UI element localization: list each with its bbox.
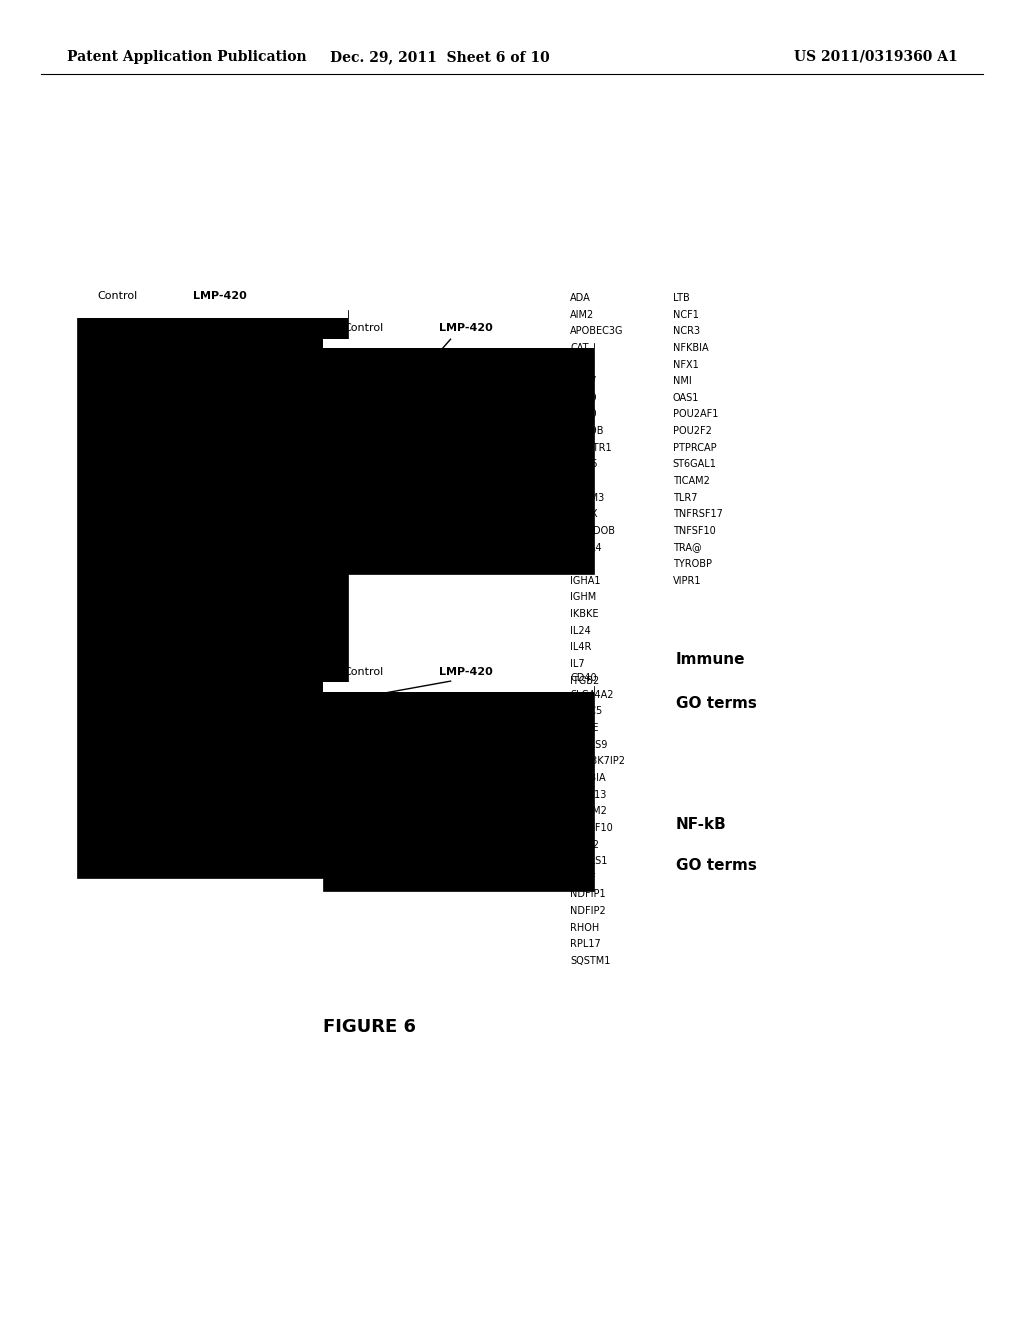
Text: FIGURE 6: FIGURE 6 <box>323 1018 416 1036</box>
Text: NDFIP2: NDFIP2 <box>570 906 606 916</box>
Text: HHEX: HHEX <box>570 510 598 519</box>
Text: CXXC5: CXXC5 <box>570 706 602 717</box>
Text: AIM2: AIM2 <box>570 310 595 319</box>
Text: TNFSF10: TNFSF10 <box>673 525 716 536</box>
Text: NCR3: NCR3 <box>673 326 699 337</box>
Text: GO terms: GO terms <box>676 696 757 710</box>
Text: IL4R: IL4R <box>570 643 592 652</box>
Text: RPL17: RPL17 <box>570 940 601 949</box>
Bar <box>323 682 594 692</box>
Text: POU2AF1: POU2AF1 <box>673 409 718 420</box>
Text: CAT: CAT <box>570 343 589 352</box>
Text: IKBKE: IKBKE <box>570 609 599 619</box>
Text: BIRC2: BIRC2 <box>570 840 599 850</box>
Text: NFKBIA: NFKBIA <box>673 343 709 352</box>
Text: CD40: CD40 <box>570 673 597 684</box>
Text: NDFIP1: NDFIP1 <box>570 890 606 899</box>
Text: Patent Application Publication: Patent Application Publication <box>67 50 306 63</box>
Bar <box>323 343 594 574</box>
Text: NFKBIA: NFKBIA <box>570 774 606 783</box>
Text: Control: Control <box>97 290 138 301</box>
Text: CD40: CD40 <box>570 409 597 420</box>
Text: LMP-420: LMP-420 <box>439 322 493 333</box>
Text: NF-kB: NF-kB <box>676 817 727 832</box>
Text: TRA@: TRA@ <box>673 543 701 553</box>
Text: ITGB2: ITGB2 <box>570 676 600 685</box>
Text: ST6GAL1: ST6GAL1 <box>673 459 717 470</box>
Text: TYROBP: TYROBP <box>673 560 712 569</box>
Text: LGALS1: LGALS1 <box>570 857 607 866</box>
Text: GO terms: GO terms <box>676 858 757 873</box>
Text: CYSLTR1: CYSLTR1 <box>570 442 612 453</box>
Text: LST1: LST1 <box>570 692 594 702</box>
Text: APOBEC3G: APOBEC3G <box>570 326 624 337</box>
Text: LMP-420: LMP-420 <box>439 667 493 677</box>
Text: TRIM13: TRIM13 <box>570 789 607 800</box>
Text: IGHA1: IGHA1 <box>570 576 601 586</box>
Text: TLR7: TLR7 <box>673 492 697 503</box>
Text: EDG6: EDG6 <box>570 459 598 470</box>
Text: MAP3K7IP2: MAP3K7IP2 <box>570 756 626 767</box>
Text: SLC44A2: SLC44A2 <box>570 690 613 700</box>
Text: RHOH: RHOH <box>570 923 600 933</box>
Text: Control: Control <box>343 322 384 333</box>
Text: IFI16: IFI16 <box>570 560 594 569</box>
Text: US 2011/0319360 A1: US 2011/0319360 A1 <box>794 50 957 63</box>
Text: LGALS9: LGALS9 <box>570 739 607 750</box>
Text: NFX1: NFX1 <box>673 359 698 370</box>
Text: IKBKE: IKBKE <box>570 723 599 733</box>
Text: ADA: ADA <box>570 293 591 304</box>
Text: LITAF: LITAF <box>570 873 596 883</box>
Text: TICAM2: TICAM2 <box>673 477 710 486</box>
Text: GPSM3: GPSM3 <box>570 492 604 503</box>
Text: OAS1: OAS1 <box>673 393 699 403</box>
Text: ETS1: ETS1 <box>570 477 595 486</box>
Text: HLA-DOB: HLA-DOB <box>570 525 615 536</box>
Text: IGHM: IGHM <box>570 593 597 602</box>
Bar <box>77 310 348 878</box>
Text: POU2F2: POU2F2 <box>673 426 712 436</box>
Text: Immune: Immune <box>676 652 745 667</box>
Text: CD79B: CD79B <box>570 426 604 436</box>
Text: TICAM2: TICAM2 <box>570 807 607 816</box>
Text: PTPRCAP: PTPRCAP <box>673 442 717 453</box>
Text: Dec. 29, 2011  Sheet 6 of 10: Dec. 29, 2011 Sheet 6 of 10 <box>331 50 550 63</box>
Text: CCL3: CCL3 <box>570 359 596 370</box>
Text: HSPA4: HSPA4 <box>570 543 602 553</box>
Text: TNFSF10: TNFSF10 <box>570 822 613 833</box>
Text: Control: Control <box>343 667 384 677</box>
Text: SQSTM1: SQSTM1 <box>570 956 610 966</box>
Text: NCF1: NCF1 <box>673 310 698 319</box>
Text: IL24: IL24 <box>570 626 591 636</box>
Text: TNFRSF17: TNFRSF17 <box>673 510 723 519</box>
Text: NMI: NMI <box>673 376 691 387</box>
Text: IL7: IL7 <box>570 659 585 669</box>
Text: VIPR1: VIPR1 <box>673 576 701 586</box>
Bar <box>323 339 594 348</box>
Bar <box>77 309 348 318</box>
Text: CCR7: CCR7 <box>570 376 597 387</box>
Text: LMP-420: LMP-420 <box>194 290 247 301</box>
Bar <box>323 686 594 891</box>
Text: CD19: CD19 <box>570 393 597 403</box>
Text: LTB: LTB <box>673 293 689 304</box>
